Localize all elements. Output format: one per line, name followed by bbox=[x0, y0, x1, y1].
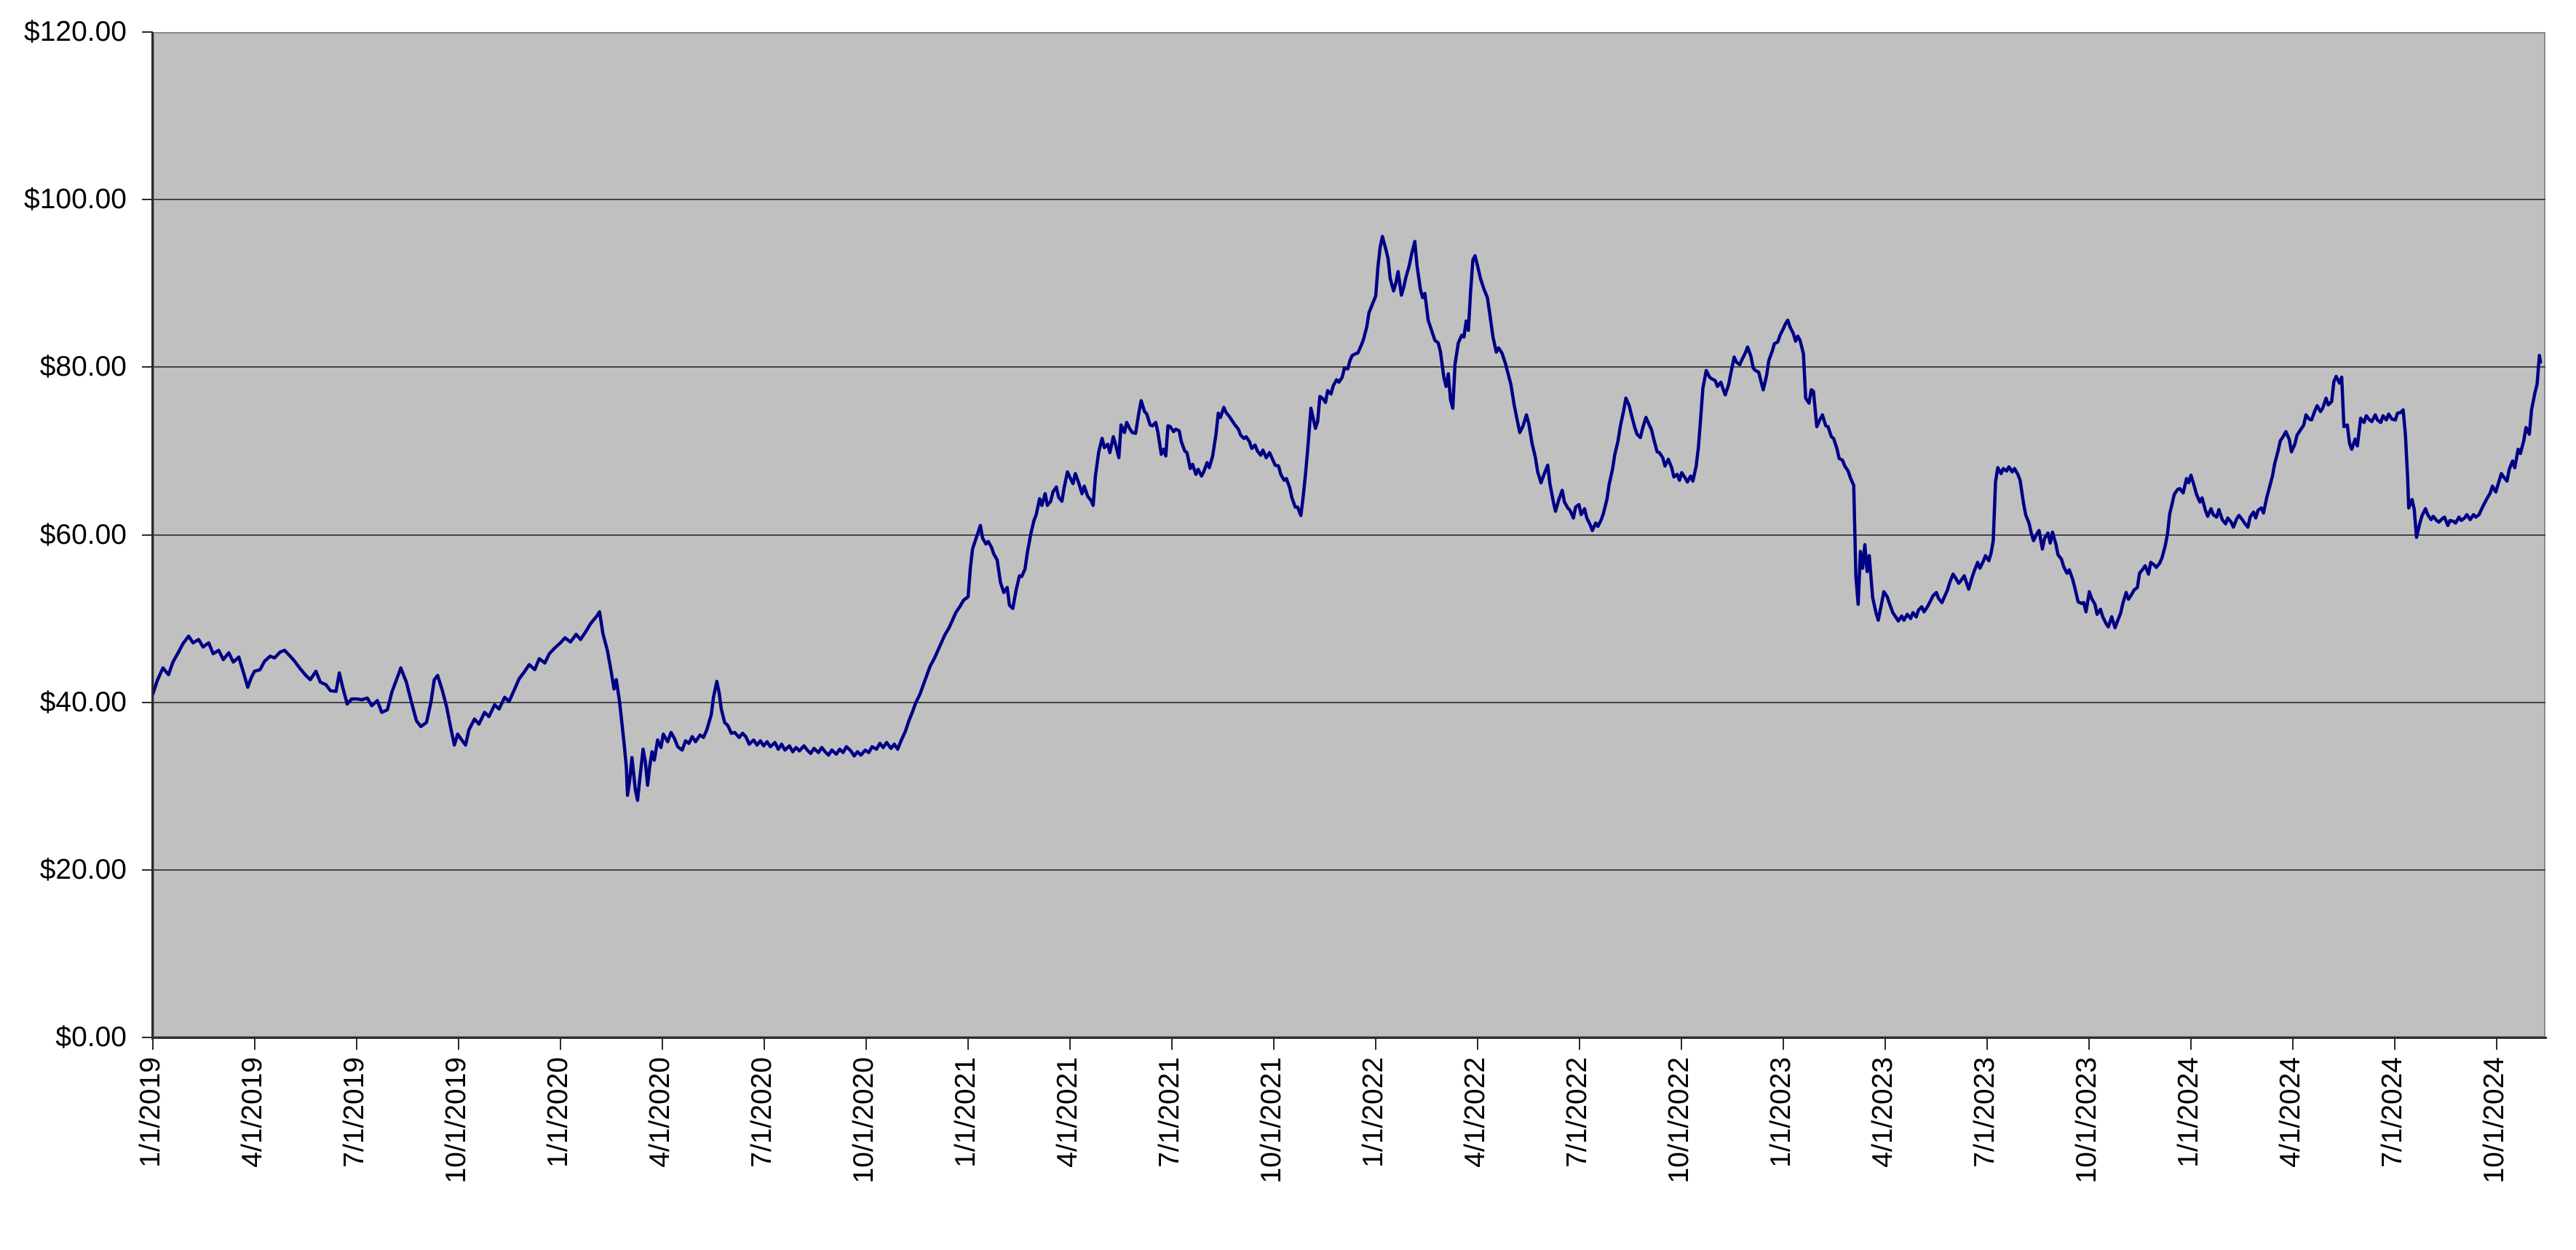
x-axis-tick bbox=[764, 1038, 765, 1050]
y-axis-tick-label: $40.00 bbox=[39, 686, 127, 718]
x-axis-tick-label: 7/1/2024 bbox=[2377, 1057, 2408, 1168]
x-axis-tick-label: 7/1/2020 bbox=[746, 1057, 777, 1168]
x-axis-tick-label: 10/1/2023 bbox=[2071, 1057, 2102, 1184]
price-line bbox=[151, 234, 2543, 802]
x-axis-tick-label: 1/1/2019 bbox=[135, 1057, 166, 1168]
y-axis-tick bbox=[142, 869, 153, 871]
x-axis-tick bbox=[2394, 1038, 2395, 1050]
x-axis-tick bbox=[1783, 1038, 1784, 1050]
x-axis-tick-label: 1/1/2023 bbox=[1765, 1057, 1796, 1168]
x-axis-tick bbox=[2496, 1038, 2497, 1050]
x-axis-tick-label: 10/1/2021 bbox=[1256, 1057, 1287, 1184]
gridline bbox=[153, 869, 2545, 871]
x-axis-tick-label: 4/1/2020 bbox=[644, 1057, 675, 1168]
x-axis-tick-label: 4/1/2019 bbox=[237, 1057, 268, 1168]
x-axis-tick-label: 7/1/2021 bbox=[1154, 1057, 1185, 1168]
x-axis-tick bbox=[1579, 1038, 1580, 1050]
x-axis-tick bbox=[865, 1038, 867, 1050]
x-axis-tick bbox=[254, 1038, 255, 1050]
x-axis-tick bbox=[356, 1038, 357, 1050]
x-axis-tick bbox=[662, 1038, 663, 1050]
x-axis-tick-label: 1/1/2021 bbox=[950, 1057, 981, 1168]
y-axis-tick bbox=[142, 1037, 153, 1038]
x-axis-tick bbox=[1273, 1038, 1275, 1050]
x-axis-tick-label: 7/1/2022 bbox=[1561, 1057, 1593, 1168]
x-axis-tick-label: 10/1/2020 bbox=[848, 1057, 879, 1184]
x-axis-tick bbox=[1986, 1038, 1988, 1050]
y-axis-tick-label: $80.00 bbox=[39, 351, 127, 383]
x-axis-tick bbox=[1681, 1038, 1682, 1050]
x-axis-tick bbox=[967, 1038, 969, 1050]
x-axis-line bbox=[151, 1037, 2547, 1039]
y-axis-tick-label: $0.00 bbox=[55, 1021, 127, 1053]
x-axis-tick-label: 1/1/2024 bbox=[2173, 1057, 2204, 1168]
x-axis-tick-label: 10/1/2019 bbox=[440, 1057, 472, 1184]
y-axis-tick bbox=[142, 31, 153, 33]
y-axis-tick bbox=[142, 199, 153, 201]
y-axis-tick bbox=[142, 701, 153, 703]
y-axis-tick bbox=[142, 366, 153, 368]
x-axis-tick bbox=[1171, 1038, 1173, 1050]
x-axis-tick bbox=[1375, 1038, 1376, 1050]
x-axis-tick-label: 4/1/2024 bbox=[2275, 1057, 2306, 1168]
x-axis-tick-label: 4/1/2021 bbox=[1052, 1057, 1083, 1168]
y-axis-tick-label: $120.00 bbox=[24, 16, 127, 47]
gridline bbox=[153, 701, 2545, 703]
x-axis-tick bbox=[1069, 1038, 1071, 1050]
y-axis-tick-label: $100.00 bbox=[24, 183, 127, 215]
x-axis-tick-label: 4/1/2022 bbox=[1459, 1057, 1491, 1168]
x-axis-tick bbox=[152, 1038, 154, 1050]
x-axis-tick bbox=[458, 1038, 459, 1050]
y-axis-line bbox=[151, 32, 154, 1040]
x-axis-tick-label: 10/1/2024 bbox=[2478, 1057, 2510, 1184]
x-axis-tick-label: 10/1/2022 bbox=[1663, 1057, 1695, 1184]
x-axis-tick-label: 4/1/2023 bbox=[1867, 1057, 1898, 1168]
y-axis-tick-label: $60.00 bbox=[39, 518, 127, 550]
gridline bbox=[153, 534, 2545, 536]
x-axis-tick-label: 1/1/2022 bbox=[1358, 1057, 1389, 1168]
x-axis-tick bbox=[1477, 1038, 1478, 1050]
x-axis-tick-label: 7/1/2019 bbox=[338, 1057, 370, 1168]
x-axis-tick bbox=[560, 1038, 561, 1050]
x-axis-tick-label: 7/1/2023 bbox=[1969, 1057, 2000, 1168]
x-axis-tick bbox=[1885, 1038, 1886, 1050]
gridline bbox=[153, 199, 2545, 201]
x-axis-tick-label: 1/1/2020 bbox=[542, 1057, 574, 1168]
y-axis-tick bbox=[142, 534, 153, 536]
x-axis-tick bbox=[2292, 1038, 2294, 1050]
y-axis-tick-label: $20.00 bbox=[39, 853, 127, 885]
x-axis-tick bbox=[2190, 1038, 2192, 1050]
x-axis-tick bbox=[2088, 1038, 2090, 1050]
